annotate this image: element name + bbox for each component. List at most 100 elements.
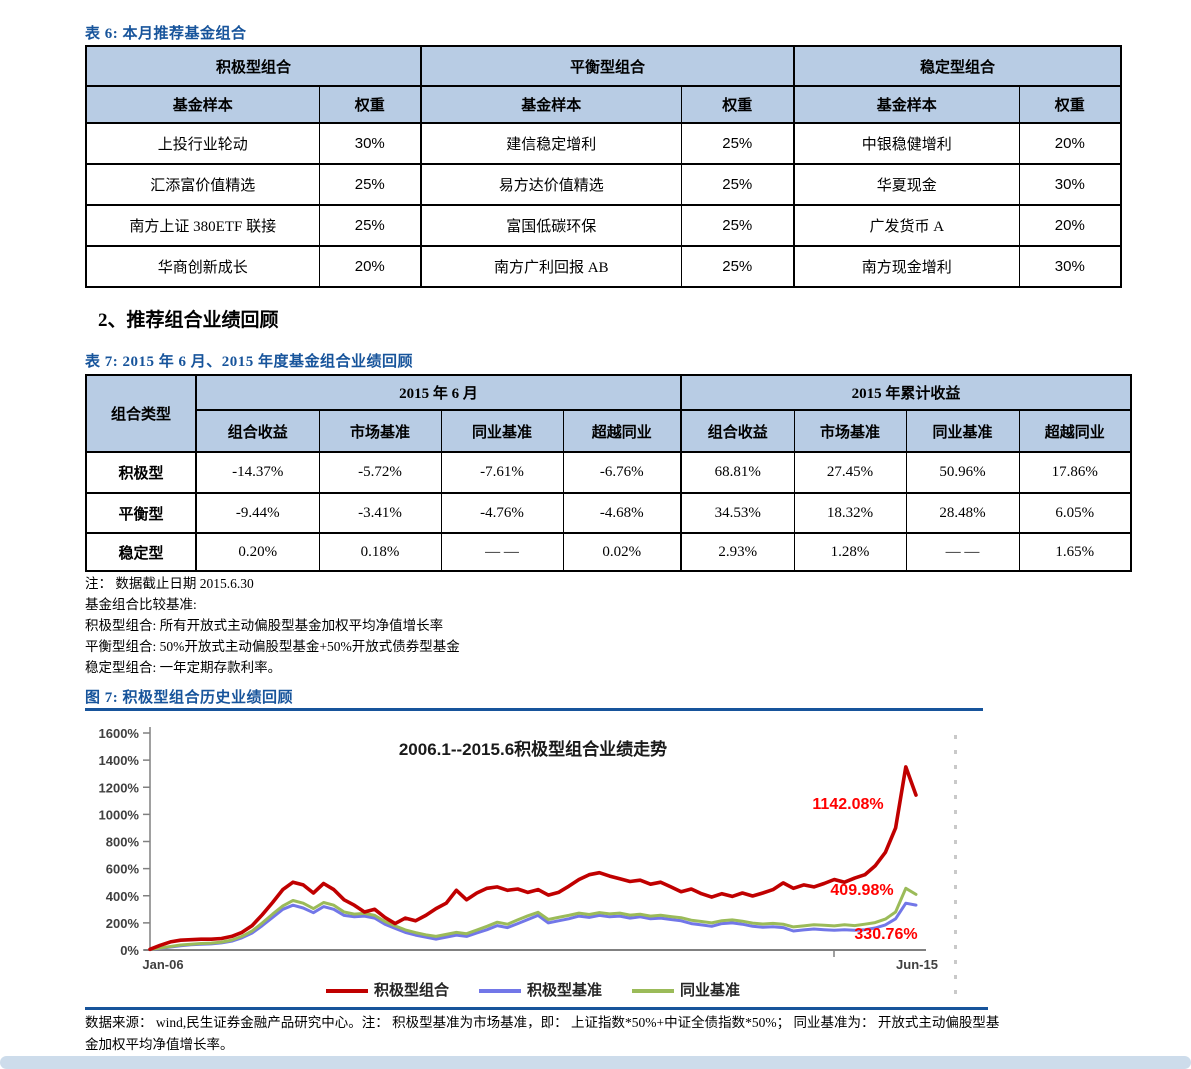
table7-subheader-row: 组合收益 市场基准 同业基准 超越同业 组合收益 市场基准 同业基准 超越同业	[86, 409, 1132, 453]
fund-weight-cell: 25%	[680, 204, 795, 247]
fund-weight-cell: 30%	[1018, 245, 1122, 288]
legend-label: 同业基准	[680, 982, 741, 999]
table6-group-aggressive: 积极型组合	[86, 45, 422, 87]
fund-name-cell: 南方广利回报 AB	[420, 245, 682, 288]
performance-value-cell: 17.86%	[1018, 451, 1132, 494]
table6-group-header-row: 积极型组合 平衡型组合 稳定型组合	[86, 45, 1122, 87]
chart-legend: 积极型组合 积极型基准 同业基准	[88, 979, 978, 1000]
table6-row: 华商创新成长 20% 南方广利回报 AB 25% 南方现金增利 30%	[86, 245, 1122, 288]
fund-name-cell: 广发货币 A	[793, 204, 1020, 247]
fund-weight-cell: 20%	[318, 245, 422, 288]
page-bottom-band	[0, 1056, 1191, 1069]
performance-value-cell: -5.72%	[318, 451, 441, 494]
table7-title: 表 7: 2015 年 6 月、2015 年度基金组合业绩回顾	[85, 354, 413, 370]
legend-label: 积极型组合	[373, 982, 449, 999]
performance-value-cell: 34.53%	[680, 492, 795, 534]
legend-swatch	[632, 989, 674, 994]
fund-weight-cell: 30%	[318, 122, 422, 165]
fund-name-cell: 建信稳定增利	[420, 122, 682, 165]
table6-group-stable: 稳定型组合	[793, 45, 1122, 87]
fund-weight-cell: 30%	[1018, 163, 1122, 206]
col-fund-sample: 基金样本	[86, 85, 319, 124]
fund-name-cell: 华夏现金	[793, 163, 1020, 206]
performance-value-cell: 1.65%	[1018, 532, 1132, 572]
svg-text:Jan-06: Jan-06	[142, 957, 183, 972]
fund-name-cell: 上投行业轮动	[86, 122, 319, 165]
legend-item: 积极型组合	[325, 979, 449, 1000]
col-weight: 权重	[1018, 85, 1122, 124]
section-2-heading: 2、推荐组合业绩回顾	[98, 310, 279, 331]
fund-weight-cell: 25%	[680, 163, 795, 206]
portfolio-type-cell: 平衡型	[86, 492, 196, 534]
svg-text:200%: 200%	[106, 916, 140, 931]
table7-row: 平衡型 -9.44% -3.41% -4.76% -4.68% 34.53% 18.32% 2…	[86, 492, 1132, 534]
performance-value-cell: 6.05%	[1018, 492, 1132, 534]
note-line: 稳定型组合: 一年定期存款利率。	[85, 659, 282, 675]
series-line-0	[148, 765, 918, 952]
figure-right-edge-dashes	[954, 735, 957, 1003]
col-weight: 权重	[680, 85, 795, 124]
table6-group-balanced: 平衡型组合	[420, 45, 795, 87]
performance-value-cell: 50.96%	[905, 451, 1020, 494]
col-portfolio-return: 组合收益	[195, 409, 319, 453]
col-market-benchmark: 市场基准	[318, 409, 441, 453]
col-portfolio-return: 组合收益	[680, 409, 795, 453]
table6-row: 上投行业轮动 30% 建信稳定增利 25% 中银稳健增利 20%	[86, 122, 1122, 165]
col-peer-benchmark: 同业基准	[440, 409, 563, 453]
performance-value-cell: -14.37%	[195, 451, 319, 494]
legend-label: 积极型基准	[526, 982, 602, 999]
svg-text:1000%: 1000%	[99, 807, 140, 822]
table7-notes: 注： 数据截止日期 2015.6.30 基金组合比较基准: 积极型组合: 所有开放式…	[85, 574, 785, 679]
performance-value-cell: — —	[905, 532, 1020, 572]
col-excess-over-peer: 超越同业	[1018, 409, 1132, 453]
performance-value-cell: 28.48%	[905, 492, 1020, 534]
fund-weight-cell: 20%	[1018, 204, 1122, 247]
fund-name-cell: 南方上证 380ETF 联接	[86, 204, 319, 247]
col-fund-sample: 基金样本	[420, 85, 682, 124]
note-line: 注： 数据截止日期 2015.6.30	[85, 576, 254, 591]
legend-swatch	[478, 989, 521, 994]
group-june-2015: 2015 年 6 月	[194, 374, 682, 411]
svg-text:1200%: 1200%	[99, 780, 140, 795]
performance-value-cell: 0.20%	[195, 532, 319, 572]
performance-value-cell: — —	[440, 532, 563, 572]
svg-text:1400%: 1400%	[99, 753, 140, 768]
series-line-1	[148, 901, 918, 952]
figure7-top-rule	[85, 708, 983, 711]
note-line: 平衡型组合: 50%开放式主动偏股型基金+50%开放式债券型基金	[85, 638, 460, 654]
portfolio-type-cell: 稳定型	[86, 532, 196, 572]
col-market-benchmark: 市场基准	[793, 409, 907, 453]
fund-weight-cell: 25%	[680, 122, 795, 165]
svg-text:1600%: 1600%	[99, 726, 140, 741]
legend-item: 积极型基准	[478, 979, 602, 1000]
fund-weight-cell: 25%	[318, 163, 422, 206]
figure7-bottom-rule	[85, 1007, 988, 1010]
performance-value-cell: -9.44%	[195, 492, 319, 534]
legend-swatch	[325, 989, 368, 994]
performance-value-cell: 68.81%	[680, 451, 795, 494]
table6-row: 南方上证 380ETF 联接 25% 富国低碳环保 25% 广发货币 A 20%	[86, 204, 1122, 247]
fund-name-cell: 南方现金增利	[793, 245, 1020, 288]
legend-item: 同业基准	[632, 979, 740, 1000]
annotation-market-benchmark-end-value: 330.76%	[854, 926, 918, 943]
fund-name-cell: 华商创新成长	[86, 245, 319, 288]
table6-recommended-portfolios: 积极型组合 平衡型组合 稳定型组合 基金样本 权重 基金样本 权重 基金样本 权…	[85, 45, 1123, 288]
performance-value-cell: 18.32%	[793, 492, 907, 534]
svg-text:0%: 0%	[120, 943, 139, 958]
performance-value-cell: 0.18%	[318, 532, 441, 572]
col-peer-benchmark: 同业基准	[905, 409, 1020, 453]
fund-weight-cell: 25%	[680, 245, 795, 288]
figure7-title: 图 7: 积极型组合历史业绩回顾	[85, 690, 293, 706]
figure7-source-note: 数据来源： wind,民生证券金融产品研究中心。注： 积极型基准为市场基准，即：…	[85, 1015, 1000, 1053]
portfolio-type-cell: 积极型	[86, 451, 196, 494]
col-fund-sample: 基金样本	[793, 85, 1020, 124]
group-ytd-2015: 2015 年累计收益	[680, 374, 1132, 411]
performance-value-cell: -4.76%	[440, 492, 563, 534]
fund-weight-cell: 25%	[318, 204, 422, 247]
table7-row: 积极型 -14.37% -5.72% -7.61% -6.76% 68.81% 27.45%…	[86, 451, 1132, 494]
table6-column-header-row: 基金样本 权重 基金样本 权重 基金样本 权重	[86, 85, 1122, 124]
performance-value-cell: 2.93%	[680, 532, 795, 572]
performance-value-cell: -7.61%	[440, 451, 563, 494]
performance-value-cell: 1.28%	[793, 532, 907, 572]
